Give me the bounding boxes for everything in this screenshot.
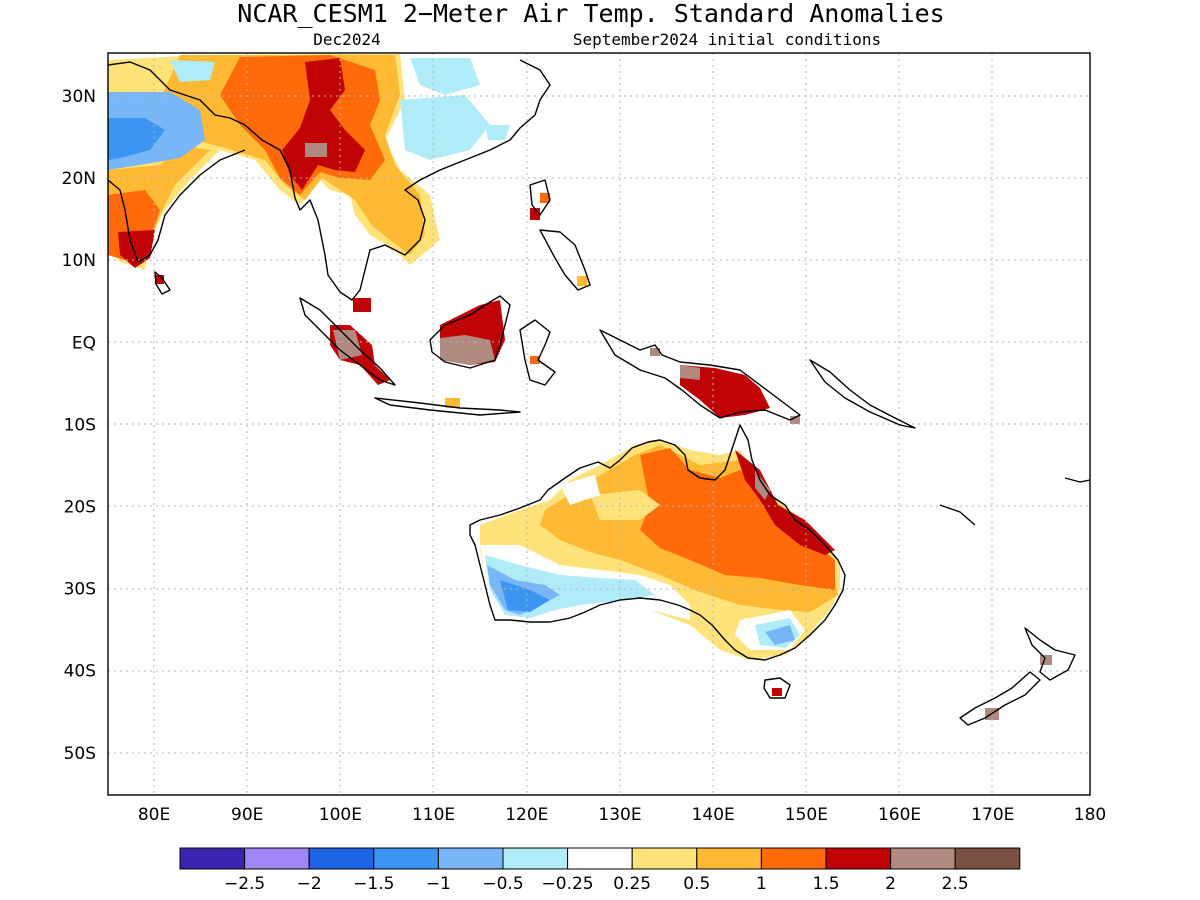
- valid-month-label: Dec2024: [313, 30, 380, 49]
- lat-tick-label: 50S: [64, 744, 96, 764]
- colorbar-label: 1: [756, 874, 767, 894]
- lon-tick-label: 130E: [598, 805, 641, 825]
- lat-tick-label: 30S: [64, 580, 96, 600]
- colorbar-label: −0.5: [482, 874, 523, 894]
- lon-tick-label: 170E: [971, 805, 1014, 825]
- lon-tick-label: 160E: [878, 805, 921, 825]
- colorbar-label: −2: [297, 874, 322, 894]
- lat-tick-label: 10S: [64, 415, 96, 435]
- colorbar-label: 0.25: [613, 874, 651, 894]
- colorbar-label: −1.5: [353, 874, 394, 894]
- colorbar-swatch: [760, 847, 827, 870]
- colorbar-swatch: [437, 847, 504, 870]
- lon-tick-label: 150E: [785, 805, 828, 825]
- colorbar-swatch: [373, 847, 439, 870]
- colorbar-swatch: [631, 847, 698, 870]
- coastlines: [108, 59, 1090, 726]
- colorbar-swatch: [244, 847, 310, 870]
- colorbar-label: 2.5: [942, 874, 969, 894]
- lon-tick-label: 120E: [505, 805, 548, 825]
- graticule: [108, 53, 1090, 795]
- lat-tick-label: 40S: [64, 662, 96, 682]
- colorbar-label: −2.5: [224, 874, 265, 894]
- lon-tick-label: 80E: [138, 805, 170, 825]
- colorbar-swatch: [502, 847, 569, 870]
- anomaly-field-australia: [480, 440, 1052, 720]
- lon-tick-label: 100E: [319, 805, 362, 825]
- lon-tick-label: 140E: [692, 805, 735, 825]
- latitude-ticks: 30N 20N 10N EQ 10S 20S 30S 40S 50S: [62, 87, 96, 764]
- colorbar-label: 0.5: [683, 874, 710, 894]
- colorbar-swatch: [954, 847, 1021, 870]
- colorbar-label: −0.25: [542, 874, 594, 894]
- longitude-ticks: 80E 90E 100E 110E 120E 130E 140E 150E 160E 170E 18…: [138, 805, 1106, 825]
- chart-title: NCAR_CESM1 2−Meter Air Temp. Standard An…: [237, 0, 944, 28]
- lat-tick-label: 10N: [62, 251, 96, 271]
- colorbar-label: 2: [885, 874, 896, 894]
- lon-tick-label: 110E: [412, 805, 455, 825]
- map-area: [108, 53, 1090, 795]
- colorbar-swatch: [696, 847, 762, 870]
- lon-tick-label: 180: [1074, 805, 1106, 825]
- colorbar-label: 1.5: [812, 874, 839, 894]
- colorbar-swatch: [890, 847, 956, 870]
- colorbar-swatch: [825, 847, 892, 870]
- init-conditions-label: September2024 initial conditions: [573, 30, 881, 49]
- lat-tick-label: EQ: [72, 333, 96, 353]
- lat-tick-label: 30N: [62, 87, 96, 107]
- anomaly-field-asia: [108, 54, 510, 284]
- colorbar: [179, 847, 1021, 870]
- map-frame: [107, 52, 1091, 796]
- lat-tick-label: 20S: [64, 498, 96, 518]
- colorbar-swatch: [179, 847, 246, 870]
- colorbar-swatch: [567, 847, 633, 870]
- colorbar-labels: −2.5 −2 −1.5 −1 −0.5 −0.25 0.25 0.5 1 1.5 2 2.5: [224, 874, 969, 894]
- colorbar-label: −1: [426, 874, 451, 894]
- lat-tick-label: 20N: [62, 169, 96, 189]
- colorbar-swatch: [308, 847, 375, 870]
- lon-tick-label: 90E: [231, 805, 263, 825]
